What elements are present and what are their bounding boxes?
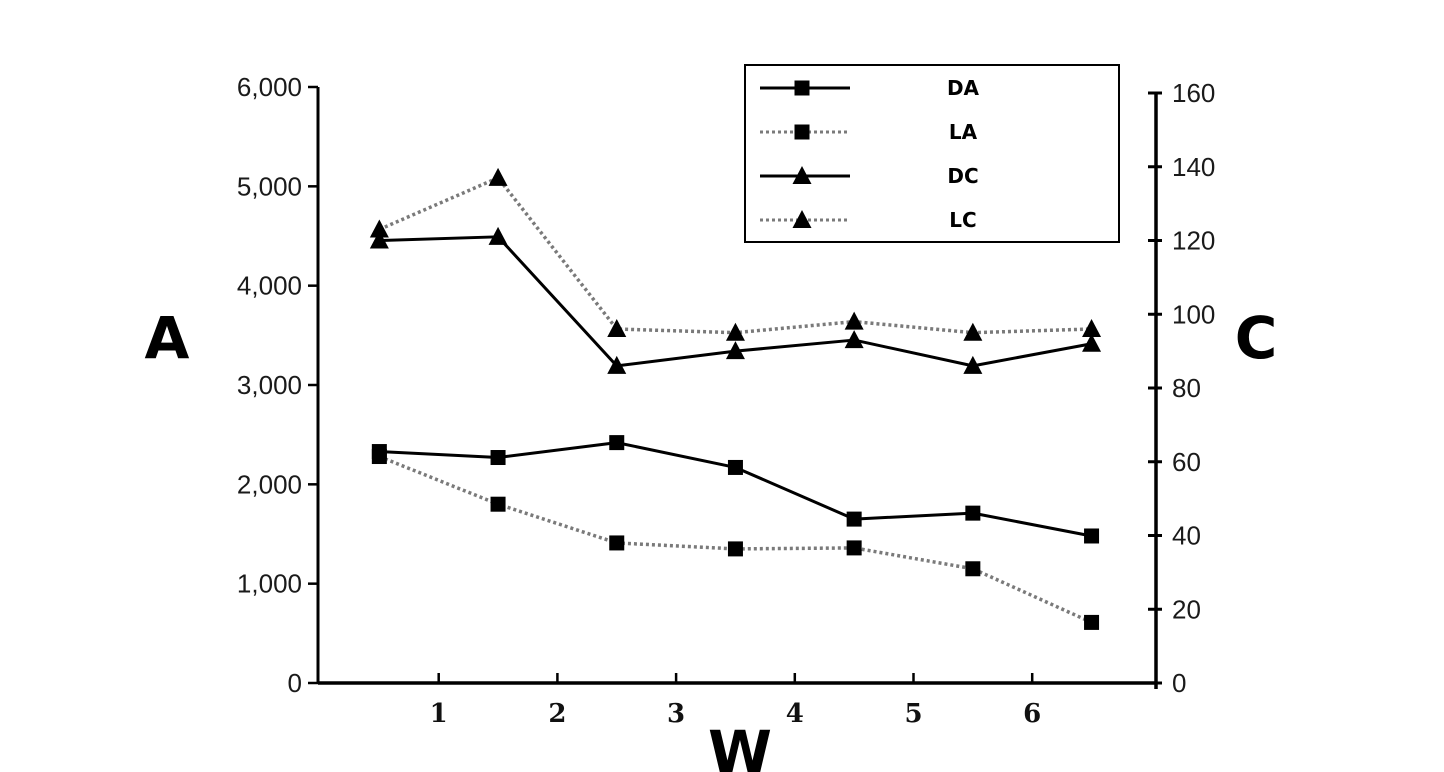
left-tick-label: 1,000 (237, 569, 302, 599)
data-point-da (727, 459, 743, 475)
data-point-da (490, 450, 506, 466)
series-lc (369, 167, 1102, 341)
x-tick-label: 1 (430, 699, 448, 729)
series-da (371, 435, 1100, 544)
legend-marker-lc (792, 210, 812, 228)
x-tick-label: 2 (548, 699, 566, 729)
data-point-da (609, 435, 625, 451)
data-point-dc (369, 230, 389, 249)
right-tick-label: 160 (1172, 78, 1215, 108)
data-point-la (965, 561, 981, 577)
left-tick-label: 3,000 (237, 370, 302, 400)
series-line-da (379, 441, 1092, 538)
right-tick-label: 140 (1172, 152, 1215, 182)
data-point-dc (963, 355, 983, 374)
right-tick-label: 100 (1172, 299, 1215, 329)
data-point-lc (607, 319, 627, 337)
legend-entry-da: DA (760, 76, 980, 100)
legend-marker-da (794, 80, 810, 96)
x-tick-label: 4 (786, 699, 804, 729)
legend-entry-la: LA (760, 120, 978, 144)
data-point-lc (725, 322, 745, 341)
axes: 0 1,000 2,000 3,000 4,000 5,000 6,000 0 20 40 60 80… (237, 72, 1215, 729)
x-tick-label: 5 (904, 699, 922, 729)
data-point-da (965, 505, 981, 521)
right-tick-label: 120 (1172, 226, 1215, 256)
legend-marker-dc (792, 166, 812, 184)
right-tick-label: 60 (1172, 447, 1201, 477)
data-point-la (1084, 614, 1100, 630)
legend-label-da: DA (947, 76, 980, 100)
data-point-da (846, 511, 862, 527)
series-dc (369, 226, 1102, 374)
legend-label-la: LA (949, 120, 978, 144)
data-point-da (1084, 528, 1100, 544)
data-point-lc (369, 219, 389, 238)
x-tick-label: 6 (1023, 699, 1041, 729)
data-point-dc (844, 330, 864, 349)
data-point-lc (844, 311, 864, 330)
left-tick-label: 6,000 (237, 72, 302, 102)
series-la (371, 449, 1100, 630)
data-point-lc (963, 322, 983, 341)
right-tick-label: 20 (1172, 594, 1201, 624)
right-tick-label: 80 (1172, 373, 1201, 403)
right-axis-title: C (1235, 304, 1278, 372)
left-tick-label: 2,000 (237, 469, 302, 499)
series-line-la (378, 454, 1093, 625)
series-layer (369, 167, 1102, 630)
legend-entry-dc: DC (760, 164, 979, 188)
legend-label-dc: DC (947, 164, 978, 188)
legend-label-lc: LC (949, 208, 976, 232)
left-tick-label: 4,000 (237, 271, 302, 301)
left-tick-label: 5,000 (237, 171, 302, 201)
data-point-dc (607, 355, 627, 374)
left-axis-title: A (145, 304, 190, 372)
data-point-da (371, 444, 387, 460)
right-tick-label: 40 (1172, 521, 1201, 551)
x-tick-label: 3 (667, 699, 685, 729)
data-point-la (490, 496, 506, 512)
data-point-dc (1082, 333, 1102, 352)
data-point-dc (488, 226, 508, 245)
data-point-la (727, 541, 743, 557)
data-point-la (846, 540, 862, 556)
legend-marker-la (794, 124, 810, 140)
legend: DA LA DC LC (744, 64, 1120, 243)
data-point-lc (1082, 319, 1102, 337)
legend-entry-lc: LC (760, 208, 977, 232)
data-point-la (609, 535, 625, 551)
right-tick-label: 0 (1172, 668, 1186, 698)
left-tick-label: 0 (288, 668, 302, 698)
data-point-dc (725, 341, 745, 360)
data-point-lc (488, 167, 508, 186)
x-axis-title: W (708, 718, 772, 772)
